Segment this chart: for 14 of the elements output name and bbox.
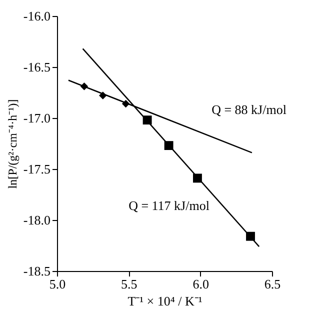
y-tick-label: -18.0 [23,212,50,228]
y-tick-label: -16.5 [23,60,50,74]
x-tick-label: 6.0 [192,276,209,292]
y-axis-title: ln[P/(g²·cm⁻⁴·h⁻¹)] [5,99,20,189]
x-axis-title: T⁻¹ × 10⁴ / K⁻¹ [128,294,202,308]
y-tick-label: -17.5 [23,162,50,176]
annotation: Q = 117 kJ/mol [128,198,210,213]
annotation: Q = 88 kJ/mol [212,102,287,117]
x-tick-label: 5.0 [49,276,66,292]
y-tick-label: -18.5 [23,264,50,278]
y-tick-label: -16.0 [23,8,50,24]
x-tick-label: 5.5 [121,276,138,292]
x-tick-label: 6.5 [264,276,281,292]
y-tick-label: -17.0 [23,110,50,126]
